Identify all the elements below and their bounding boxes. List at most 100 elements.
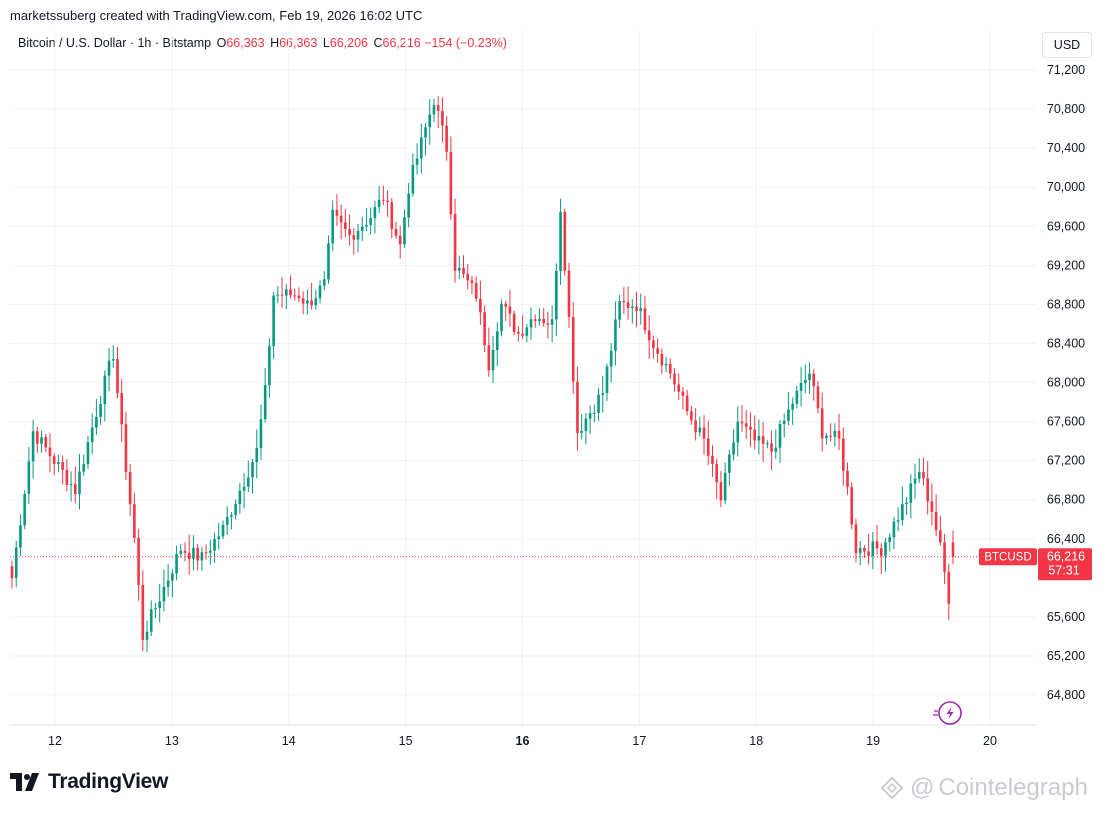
y-tick-label: 65,200 — [1047, 649, 1085, 663]
candle — [825, 432, 828, 445]
candle — [48, 433, 52, 473]
ohlc-legend: Bitcoin / U.S. Dollar · 1h · Bitstamp O6… — [18, 36, 507, 50]
ticker-badge: BTCUSD — [984, 552, 1031, 564]
candle — [61, 455, 64, 485]
candle-body — [111, 359, 115, 361]
candle-body — [369, 218, 372, 225]
candle — [732, 429, 735, 461]
candle-body — [913, 478, 917, 484]
candle-body — [504, 303, 508, 307]
candle-body — [445, 125, 448, 152]
candle-body — [723, 472, 727, 501]
candle — [736, 406, 740, 457]
candle — [951, 530, 955, 565]
candle-body — [103, 375, 107, 405]
candle-body — [297, 295, 301, 299]
currency-selector[interactable]: USD — [1042, 32, 1092, 58]
candle — [538, 308, 541, 326]
candle — [436, 96, 440, 129]
candle-body — [335, 209, 339, 216]
candle — [411, 153, 415, 197]
symbol-title[interactable]: Bitcoin / U.S. Dollar · 1h · Bitstamp — [18, 36, 212, 50]
candle-body — [791, 403, 794, 410]
tradingview-logo[interactable]: TradingView — [10, 770, 168, 794]
candle — [453, 198, 457, 283]
x-tick-label: 18 — [749, 734, 763, 748]
candle — [246, 460, 250, 493]
candle — [479, 280, 482, 325]
candle-body — [576, 381, 579, 433]
candle — [605, 363, 609, 401]
candle-body — [403, 217, 406, 245]
candle-body — [162, 586, 166, 602]
candle — [719, 471, 723, 508]
tradingview-logo-icon — [10, 773, 39, 791]
candle — [124, 411, 128, 481]
candle — [133, 492, 136, 543]
candle-body — [344, 222, 347, 229]
y-tick-label: 67,600 — [1047, 415, 1085, 429]
candle-body — [875, 541, 879, 549]
candle — [344, 208, 347, 238]
candle — [483, 305, 486, 353]
candle — [158, 584, 161, 623]
low-label: L — [322, 36, 330, 50]
y-tick-label: 66,400 — [1047, 532, 1085, 546]
candle — [179, 544, 183, 558]
candle — [922, 457, 925, 486]
candle — [487, 327, 491, 377]
candle — [276, 285, 280, 304]
candle-body — [57, 462, 60, 464]
tradingview-logo-text: TradingView — [48, 770, 169, 793]
candle — [947, 563, 951, 621]
y-tick-label: 69,200 — [1047, 258, 1085, 272]
candle — [618, 294, 621, 328]
y-tick-label: 70,400 — [1047, 141, 1085, 155]
candle-body — [690, 411, 693, 421]
candle-body — [888, 537, 892, 543]
candle — [360, 216, 364, 242]
candle-body — [48, 447, 52, 457]
candlestick-chart[interactable]: 71,200 70,800 70,400 70,000 69,600 69,200 68,8… — [0, 0, 1107, 760]
candle — [192, 535, 195, 571]
candle-body — [896, 520, 900, 522]
y-tick-label: 70,800 — [1047, 102, 1085, 116]
candle-body — [673, 373, 676, 385]
candle-body — [618, 300, 621, 320]
candle — [23, 490, 26, 530]
candle — [356, 224, 360, 253]
candle — [204, 544, 208, 560]
candle — [766, 440, 769, 449]
candle — [555, 263, 558, 337]
candle — [884, 537, 887, 572]
candle — [521, 315, 524, 339]
candle-body — [289, 289, 292, 296]
candle — [335, 194, 339, 226]
candle — [10, 560, 14, 589]
candle-body — [871, 541, 875, 556]
candle-body — [643, 308, 647, 331]
candle-body — [40, 437, 43, 444]
candle — [939, 515, 942, 546]
candle-body — [14, 547, 18, 578]
candle-body — [677, 384, 681, 392]
candle-body — [664, 363, 668, 366]
candle-body — [804, 380, 807, 383]
candle-body — [533, 319, 537, 321]
candle — [213, 532, 216, 563]
candle-body — [605, 366, 609, 394]
candle-body — [879, 548, 883, 556]
candle-body — [424, 127, 427, 138]
candle-body — [930, 501, 934, 512]
candle — [19, 514, 22, 556]
x-tick-label: 15 — [399, 734, 413, 748]
candle — [601, 375, 605, 413]
lightning-icon[interactable] — [933, 701, 962, 725]
candle — [875, 524, 879, 555]
candle — [116, 347, 119, 399]
candle-body — [137, 537, 140, 585]
candle-body — [221, 524, 225, 537]
x-tick-label: 14 — [282, 734, 296, 748]
candle-body — [728, 454, 731, 473]
candle — [757, 419, 761, 455]
